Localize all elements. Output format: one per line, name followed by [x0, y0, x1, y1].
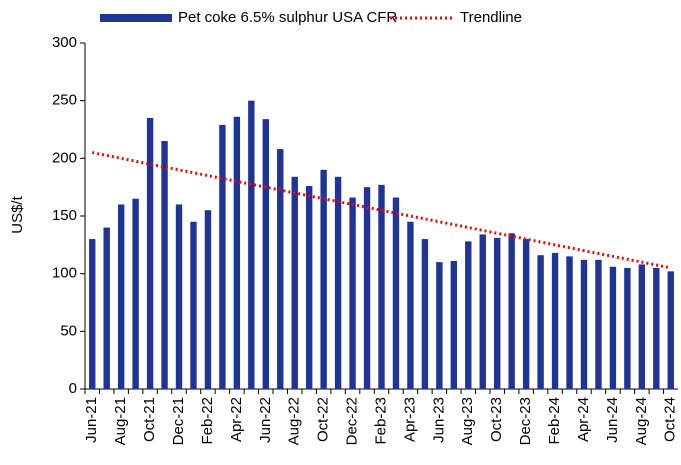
- bar: [175, 204, 183, 389]
- bar: [609, 266, 617, 389]
- x-tick-label: Feb-22: [199, 397, 216, 445]
- x-tick-label: Aug-23: [459, 397, 476, 445]
- bar: [421, 239, 429, 389]
- bar: [479, 234, 486, 389]
- bar: [190, 221, 197, 389]
- bar: [465, 241, 472, 389]
- y-tick-label: 200: [52, 149, 77, 166]
- x-tick-label: Feb-24: [546, 397, 563, 445]
- y-tick-label: 100: [52, 265, 77, 282]
- x-tick-label: Aug-21: [112, 397, 129, 445]
- bar: [320, 169, 327, 389]
- x-tick-label: Jun-24: [604, 397, 621, 443]
- x-tick-label: Feb-23: [372, 397, 389, 445]
- x-tick-label: Jun-21: [83, 397, 100, 443]
- x-tick-label: Oct-23: [488, 397, 505, 442]
- bar: [103, 227, 110, 389]
- bar: [89, 239, 96, 389]
- bar: [349, 197, 356, 389]
- x-tick-label: Aug-24: [633, 397, 650, 445]
- bar: [667, 271, 674, 389]
- bar: [537, 255, 544, 389]
- x-tick-label: Jun-22: [257, 397, 274, 443]
- bar: [262, 119, 269, 390]
- bar: [146, 117, 154, 389]
- bar: [508, 233, 515, 389]
- y-tick-label: 300: [52, 34, 77, 51]
- bar: [392, 197, 400, 389]
- bar: [277, 149, 284, 389]
- legend-label: Pet coke 6.5% sulphur USA CFR: [178, 9, 397, 26]
- bar: [132, 198, 139, 389]
- bar: [363, 187, 371, 389]
- y-tick-label: 150: [52, 207, 77, 224]
- legend-label: Trendline: [460, 9, 522, 26]
- x-tick-label: Apr-23: [401, 397, 418, 442]
- bar: [436, 262, 443, 389]
- bar: [522, 239, 530, 389]
- bar: [161, 141, 168, 389]
- bar: [653, 267, 660, 389]
- x-tick-label: Oct-22: [315, 397, 332, 442]
- trendline: [91, 151, 672, 270]
- bar: [204, 210, 212, 389]
- bar: [580, 259, 588, 389]
- bar: [305, 186, 313, 389]
- bar: [551, 252, 559, 389]
- x-tick-label: Dec-23: [517, 397, 534, 445]
- bar: [378, 184, 385, 389]
- bar: [291, 176, 298, 389]
- x-tick-label: Jun-23: [430, 397, 447, 443]
- x-tick-label: Apr-24: [575, 397, 592, 442]
- x-tick-label: Dec-21: [170, 397, 187, 445]
- bar: [494, 237, 501, 389]
- legend-swatch: [100, 14, 172, 22]
- bar: [233, 116, 241, 390]
- y-tick-label: 50: [60, 322, 77, 339]
- bar: [407, 221, 414, 389]
- y-tick-label: 0: [69, 380, 77, 397]
- bar: [117, 204, 125, 389]
- y-axis-label: US$/t: [9, 195, 26, 233]
- x-tick-label: Dec-22: [344, 397, 361, 445]
- x-tick-label: Oct-21: [141, 397, 158, 442]
- bar: [624, 267, 631, 389]
- x-tick-label: Aug-22: [286, 397, 303, 445]
- bar: [248, 100, 255, 390]
- bar: [566, 256, 573, 389]
- bar: [334, 176, 342, 389]
- x-tick-label: Apr-22: [228, 397, 245, 442]
- y-tick-label: 250: [52, 92, 77, 109]
- bar: [638, 264, 646, 389]
- bar: [595, 259, 602, 389]
- x-tick-label: Oct-24: [662, 397, 679, 442]
- bar: [219, 124, 226, 390]
- bar: [450, 260, 458, 389]
